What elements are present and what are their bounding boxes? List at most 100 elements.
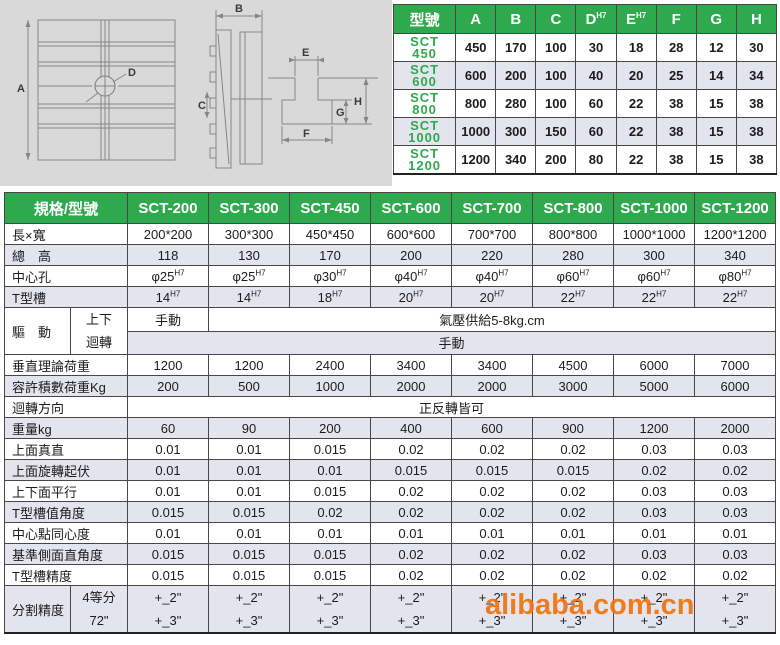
spec-cell: 0.01	[127, 459, 210, 481]
dimension-value-cell: 340	[495, 145, 537, 175]
spec-row-label: 容許積數荷重Kg	[3, 375, 129, 397]
spec-cell: 0.015	[127, 543, 210, 565]
spec-row-label: 基準側面直角度	[3, 543, 129, 565]
spec-cell: 14H7	[208, 286, 291, 308]
spec-cell: 500	[208, 375, 291, 397]
dimension-value-cell: 14	[695, 61, 737, 90]
spec-row: 中心孔 φ25H7 φ25H7 φ30H7 φ40H7 φ40H7 φ60H7 φ60H7 φ8…	[3, 265, 777, 287]
dimension-col-header: F	[655, 4, 697, 34]
spec-cell: 0.02	[451, 564, 534, 586]
spec-row: 手動	[5, 330, 777, 355]
spec-cell: 4500	[532, 354, 615, 376]
spec-cell: +_2" +_3"	[370, 585, 453, 634]
dimension-row: SCT 1200 1200 340 200 80 22 38 15 38	[392, 145, 778, 175]
spec-cell: 200	[370, 244, 453, 266]
spec-cell: 0.01	[613, 522, 696, 544]
dimension-value-cell: 38	[655, 145, 697, 175]
spec-cell: 20H7	[370, 286, 453, 308]
spec-cell: φ30H7	[289, 265, 372, 287]
dimension-table-header: 型號 A B C DH7 EH7 F G H	[392, 4, 778, 34]
spec-row-label: 迴轉方向	[3, 396, 129, 418]
spec-cell: 1200	[127, 354, 210, 376]
spec-cell: 0.015	[289, 543, 372, 565]
spec-cell: +_2" +_3"	[694, 585, 777, 634]
spec-model-header: SCT-800	[532, 192, 615, 224]
spec-cell: 220	[451, 244, 534, 266]
spec-merged-cell: 氣壓供給5-8kg.cm	[208, 307, 777, 332]
spec-sub-label: 4等分 72"	[69, 585, 129, 634]
spec-cell: 2000	[370, 375, 453, 397]
spec-row-label: T型槽精度	[3, 564, 129, 586]
spec-cell: 0.02	[532, 438, 615, 460]
spec-cell: 1200	[613, 417, 696, 439]
spec-cell: 0.03	[613, 501, 696, 523]
spec-cell: +_2" +_3"	[451, 585, 534, 634]
spec-cell: +_2" +_3"	[613, 585, 696, 634]
spec-cell: 0.015	[370, 459, 453, 481]
dimension-value-cell: 100	[535, 33, 577, 62]
spec-cell: 90	[208, 417, 291, 439]
dimension-col-header: G	[695, 4, 737, 34]
spec-cell: 1000	[289, 375, 372, 397]
dimension-model-cell: SCT 1000	[392, 117, 457, 146]
spec-cell: φ60H7	[613, 265, 696, 287]
dimension-row: SCT 1000 1000 300 150 60 22 38 15 38	[392, 117, 778, 146]
spec-table-panel: 規格/型號 SCT-200 SCT-300 SCT-450 SCT-600 SCT-700…	[3, 192, 777, 634]
spec-cell: 0.02	[451, 501, 534, 523]
spec-cell: +_2" +_3"	[532, 585, 615, 634]
dim-label-f: F	[303, 128, 310, 140]
dimension-value-cell: 200	[495, 61, 537, 90]
spec-row: 長×寬 200*200 300*300 450*450 600*600 700*700 80…	[3, 223, 777, 245]
dimension-table-panel: 型號 A B C DH7 EH7 F G H SCT 450 450 170 100 30 18 28 12 30…	[392, 4, 778, 175]
spec-cell: 0.01	[451, 522, 534, 544]
spec-cell: +_2" +_3"	[208, 585, 291, 634]
spec-row: 基準側面直角度 0.015 0.015 0.015 0.02 0.02 0.02 0.03 0.…	[3, 543, 777, 565]
spec-cell: 0.01	[370, 522, 453, 544]
spec-cell: 130	[208, 244, 291, 266]
spec-row: 容許積數荷重Kg 200 500 1000 2000 2000 3000 5000 6000	[3, 375, 777, 397]
spec-row-label: 上面真直	[3, 438, 129, 460]
spec-model-header: SCT-1000	[613, 192, 696, 224]
spec-cell: 6000	[694, 375, 777, 397]
spec-row: T型槽值角度 0.015 0.015 0.02 0.02 0.02 0.02 0.03 0.03	[3, 501, 777, 523]
spec-row: 上下面平行 0.01 0.01 0.015 0.02 0.02 0.02 0.03 0.03	[3, 480, 777, 502]
dim-label-h: H	[354, 96, 362, 108]
spec-cell: 3400	[451, 354, 534, 376]
spec-row: T型槽 14H7 14H7 18H7 20H7 20H7 22H7 22H7 22H7	[3, 286, 777, 308]
spec-row: 迴轉方向 正反轉皆可	[3, 396, 777, 418]
spec-row: 驅 動上下 迴轉 手動 氣壓供給5-8kg.cm	[4, 307, 777, 355]
spec-cell: φ25H7	[127, 265, 210, 287]
dimension-value-cell: 80	[575, 145, 617, 175]
spec-row-label: 分割精度	[4, 585, 71, 634]
spec-cell: 0.02	[370, 480, 453, 502]
dimension-col-header: 型號	[392, 4, 457, 34]
spec-cell: 0.02	[532, 501, 615, 523]
dimension-col-header: DH7	[575, 4, 617, 34]
spec-row: 上面旋轉起伏 0.01 0.01 0.01 0.015 0.015 0.015 0.02 0.0…	[3, 459, 777, 481]
spec-model-header: SCT-300	[208, 192, 291, 224]
spec-cell: 0.03	[694, 438, 777, 460]
spec-cell: 1200	[208, 354, 291, 376]
dimension-value-cell: 600	[455, 61, 497, 90]
dimension-value-cell: 15	[695, 145, 737, 175]
spec-cell: 5000	[613, 375, 696, 397]
spec-cell: 200	[127, 375, 210, 397]
spec-cell: 0.01	[208, 438, 291, 460]
spec-cell: 0.01	[127, 480, 210, 502]
dimension-value-cell: 30	[735, 33, 778, 62]
spec-cell: 0.02	[370, 543, 453, 565]
dimension-col-header: EH7	[615, 4, 657, 34]
spec-cell: 800*800	[532, 223, 615, 245]
spec-row: 中心點同心度 0.01 0.01 0.01 0.01 0.01 0.01 0.01 0.01	[3, 522, 777, 544]
dimension-value-cell: 15	[695, 89, 737, 118]
spec-cell: 0.03	[694, 480, 777, 502]
dimension-value-cell: 60	[575, 89, 617, 118]
spec-cell: 600*600	[370, 223, 453, 245]
spec-cell: 0.02	[694, 459, 777, 481]
spec-cell: 0.02	[451, 438, 534, 460]
spec-row-label: T型槽	[3, 286, 129, 308]
dimension-value-cell: 12	[695, 33, 737, 62]
dim-label-d: D	[128, 67, 136, 79]
spec-row-label: 上面旋轉起伏	[3, 459, 129, 481]
